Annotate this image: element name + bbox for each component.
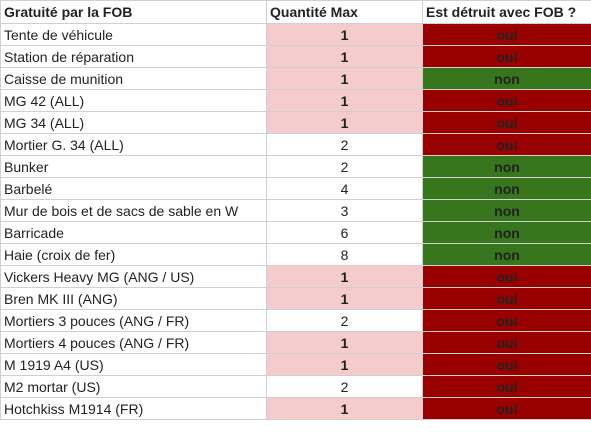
table-row: Barricade 6 non [0, 221, 591, 244]
quantity-cell[interactable]: 1 [266, 23, 423, 46]
item-cell[interactable]: Barricade [0, 221, 267, 244]
table-row: Station de réparation 1 oui [0, 45, 591, 68]
quantity-cell[interactable]: 4 [266, 177, 423, 200]
table-row: Vickers Heavy MG (ANG / US) 1 oui [0, 265, 591, 288]
destroyed-cell[interactable]: oui [422, 111, 591, 134]
quantity-cell[interactable]: 2 [266, 309, 423, 332]
header-quantity[interactable]: Quantité Max [266, 0, 423, 24]
destroyed-cell[interactable]: oui [422, 397, 591, 420]
item-cell[interactable]: Mortiers 3 pouces (ANG / FR) [0, 309, 267, 332]
destroyed-cell[interactable]: non [422, 67, 591, 90]
destroyed-cell[interactable]: oui [422, 353, 591, 376]
table-row: M2 mortar (US) 2 oui [0, 375, 591, 398]
header-item[interactable]: Gratuité par la FOB [0, 0, 267, 24]
item-cell[interactable]: Mortiers 4 pouces (ANG / FR) [0, 331, 267, 354]
destroyed-cell[interactable]: non [422, 221, 591, 244]
destroyed-cell[interactable]: oui [422, 133, 591, 156]
item-cell[interactable]: MG 42 (ALL) [0, 89, 267, 112]
quantity-cell[interactable]: 1 [266, 397, 423, 420]
quantity-cell[interactable]: 1 [266, 67, 423, 90]
table-row: Bren MK III (ANG) 1 oui [0, 287, 591, 310]
destroyed-cell[interactable]: non [422, 199, 591, 222]
quantity-cell[interactable]: 1 [266, 287, 423, 310]
item-cell[interactable]: Tente de véhicule [0, 23, 267, 46]
table-row: MG 34 (ALL) 1 oui [0, 111, 591, 134]
item-cell[interactable]: M 1919 A4 (US) [0, 353, 267, 376]
destroyed-cell[interactable]: oui [422, 45, 591, 68]
table-row: Bunker 2 non [0, 155, 591, 178]
destroyed-cell[interactable]: non [422, 155, 591, 178]
quantity-cell[interactable]: 1 [266, 353, 423, 376]
destroyed-cell[interactable]: oui [422, 23, 591, 46]
item-cell[interactable]: Bunker [0, 155, 267, 178]
quantity-cell[interactable]: 1 [266, 45, 423, 68]
item-cell[interactable]: Vickers Heavy MG (ANG / US) [0, 265, 267, 288]
quantity-cell[interactable]: 8 [266, 243, 423, 266]
table-row: Caisse de munition 1 non [0, 67, 591, 90]
table-row: Tente de véhicule 1 oui [0, 23, 591, 46]
destroyed-cell[interactable]: oui [422, 287, 591, 310]
destroyed-cell[interactable]: oui [422, 89, 591, 112]
destroyed-cell[interactable]: non [422, 177, 591, 200]
quantity-cell[interactable]: 1 [266, 111, 423, 134]
table-row: Mortier G. 34 (ALL) 2 oui [0, 133, 591, 156]
table-row: Mur de bois et de sacs de sable en W 3 non [0, 199, 591, 222]
item-cell[interactable]: Hotchkiss M1914 (FR) [0, 397, 267, 420]
fob-spreadsheet-table: Gratuité par la FOB Quantité Max Est dét… [0, 0, 591, 420]
table-row: Barbelé 4 non [0, 177, 591, 200]
table-body: Tente de véhicule 1 oui Station de réparati… [0, 23, 591, 420]
item-cell[interactable]: Mortier G. 34 (ALL) [0, 133, 267, 156]
quantity-cell[interactable]: 1 [266, 265, 423, 288]
quantity-cell[interactable]: 1 [266, 89, 423, 112]
destroyed-cell[interactable]: non [422, 243, 591, 266]
quantity-cell[interactable]: 2 [266, 155, 423, 178]
table-row: Haie (croix de fer) 8 non [0, 243, 591, 266]
destroyed-cell[interactable]: oui [422, 309, 591, 332]
table-row: M 1919 A4 (US) 1 oui [0, 353, 591, 376]
destroyed-cell[interactable]: oui [422, 265, 591, 288]
table-row: Mortiers 3 pouces (ANG / FR) 2 oui [0, 309, 591, 332]
quantity-cell[interactable]: 6 [266, 221, 423, 244]
table-row: Mortiers 4 pouces (ANG / FR) 1 oui [0, 331, 591, 354]
table-row: Hotchkiss M1914 (FR) 1 oui [0, 397, 591, 420]
item-cell[interactable]: Station de réparation [0, 45, 267, 68]
header-destroyed[interactable]: Est détruit avec FOB ? [422, 0, 591, 24]
quantity-cell[interactable]: 1 [266, 331, 423, 354]
quantity-cell[interactable]: 3 [266, 199, 423, 222]
destroyed-cell[interactable]: oui [422, 331, 591, 354]
item-cell[interactable]: M2 mortar (US) [0, 375, 267, 398]
quantity-cell[interactable]: 2 [266, 375, 423, 398]
item-cell[interactable]: Caisse de munition [0, 67, 267, 90]
header-row: Gratuité par la FOB Quantité Max Est dét… [0, 0, 591, 24]
quantity-cell[interactable]: 2 [266, 133, 423, 156]
table-row: MG 42 (ALL) 1 oui [0, 89, 591, 112]
item-cell[interactable]: Barbelé [0, 177, 267, 200]
item-cell[interactable]: Haie (croix de fer) [0, 243, 267, 266]
item-cell[interactable]: Bren MK III (ANG) [0, 287, 267, 310]
item-cell[interactable]: Mur de bois et de sacs de sable en W [0, 199, 267, 222]
item-cell[interactable]: MG 34 (ALL) [0, 111, 267, 134]
destroyed-cell[interactable]: oui [422, 375, 591, 398]
